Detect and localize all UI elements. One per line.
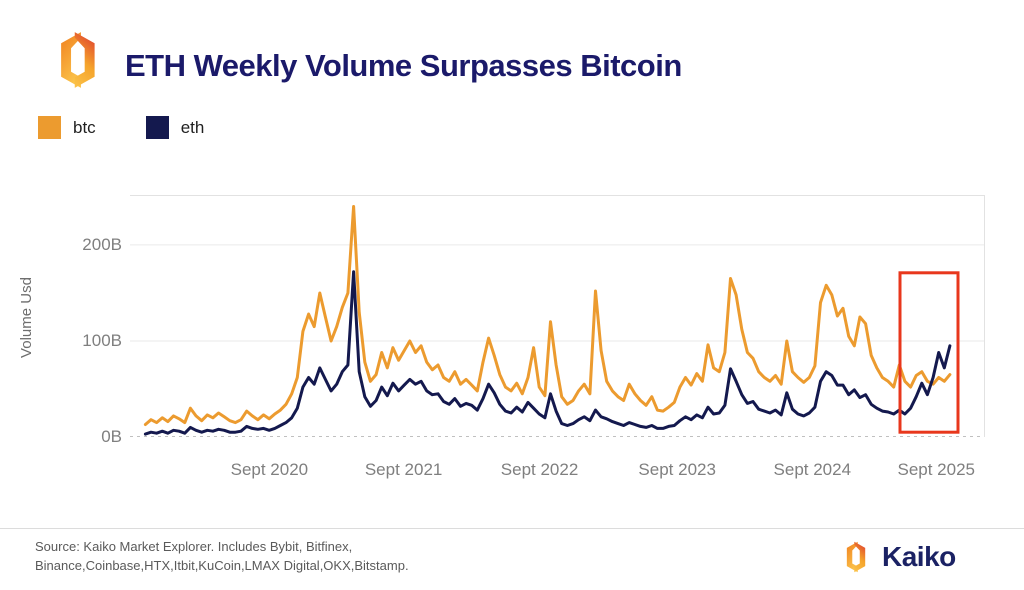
legend-label-eth: eth xyxy=(180,117,205,137)
footer-divider xyxy=(0,528,1024,529)
legend-item-eth: eth xyxy=(145,116,205,139)
legend-item-btc: btc xyxy=(38,116,96,139)
chart-legend: btc eth xyxy=(38,116,240,139)
page-title: ETH Weekly Volume Surpasses Bitcoin xyxy=(125,48,682,83)
kaiko-logo-icon xyxy=(61,32,95,88)
x-tick-label: Sept 2020 xyxy=(230,460,309,479)
y-tick-label: 0B xyxy=(101,427,122,446)
chart-plot-svg xyxy=(130,195,985,437)
x-axis-tick-labels: Sept 2020 Sept 2021 Sept 2022 Sept 2023 Sept… xyxy=(130,460,985,484)
y-axis-tick-labels: 0B 100B 200B xyxy=(0,195,122,446)
x-tick-label: Sept 2022 xyxy=(500,460,579,479)
source-line-1: Source: Kaiko Market Explorer. Includes … xyxy=(35,539,353,554)
btc-color-swatch xyxy=(38,116,61,139)
footer-brand: Kaiko xyxy=(838,540,956,574)
source-attribution: Source: Kaiko Market Explorer. Includes … xyxy=(35,537,409,575)
x-tick-label: Sept 2024 xyxy=(773,460,852,479)
footer-brand-name: Kaiko xyxy=(882,541,956,572)
x-tick-label: Sept 2025 xyxy=(897,460,976,479)
y-tick-label: 100B xyxy=(82,330,122,350)
highlight-rect-annotation xyxy=(898,271,960,434)
x-tick-label: Sept 2023 xyxy=(638,460,716,479)
y-tick-label: 200B xyxy=(82,234,122,254)
volume-line-chart xyxy=(130,195,985,437)
eth-color-swatch xyxy=(145,116,169,139)
legend-label-btc: btc xyxy=(73,117,96,137)
source-line-2: Binance,Coinbase,HTX,Itbit,KuCoin,LMAX D… xyxy=(35,558,409,573)
x-tick-label: Sept 2021 xyxy=(364,460,443,479)
kaiko-footer-logo-icon xyxy=(846,541,866,573)
